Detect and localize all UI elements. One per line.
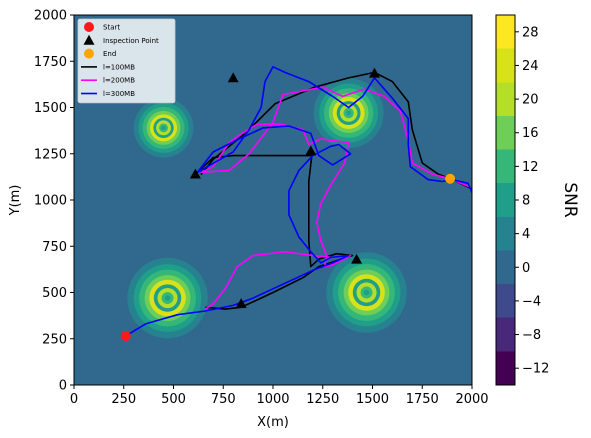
colorbar-title: SNR [560,182,580,218]
x-tick-label: 1250 [306,392,339,407]
colorbar-tick-label: 20 [522,93,539,108]
colorbar-tick-label: 12 [522,160,539,175]
colorbar-ticks: −12 −8 −4 0 4 8 12 16 20 24 28 [515,25,549,377]
x-tick-label: 2000 [455,392,488,407]
legend-symbol [84,48,94,59]
colorbar-tick-label: 28 [522,25,539,40]
y-tick-label: 1250 [34,147,67,162]
end-marker [445,173,456,184]
y-tick-label: 750 [42,240,67,255]
inspection-point-marker [189,168,201,179]
legend: Start Inspection Point End l=100MB l=200MB l=… [77,18,176,104]
legend-label: Start [103,24,120,32]
y-axis: 0 250 500 750 1000 1250 1500 1750 2000 [34,9,74,394]
y-tick-label: 1000 [34,194,67,209]
x-tick-label: 1750 [406,392,439,407]
contour-ring [363,289,370,296]
colorbar-bar [495,14,516,386]
colorbar-tick-label: 24 [522,59,539,74]
inspection-point-marker [368,67,380,78]
legend-box [77,18,176,104]
x-tick-label: 1000 [256,392,289,407]
y-tick-label: 2000 [34,9,67,24]
x-axis-title: X(m) [257,415,289,430]
series-line-l-300mb [125,66,472,337]
inspection-point-marker [227,72,239,83]
inspection-point-marker [305,145,317,156]
y-axis-title: Y(m) [8,185,23,217]
y-tick-label: 500 [42,286,67,301]
legend-symbol [83,34,95,45]
snr-contours [121,73,413,344]
plot-area [74,15,472,385]
trajectory-markers [120,67,456,341]
colorbar: −12 −8 −4 0 4 8 12 16 20 24 28 SNR [495,14,580,386]
legend-label: Inspection Point [103,37,159,45]
colorbar-tick-label: 16 [522,126,539,141]
y-tick-label: 1500 [34,101,67,116]
contour-ring [346,110,352,116]
colorbar-tick-label: −4 [522,294,541,309]
trajectory-lines [125,66,472,337]
colorbar-tick-label: 8 [522,194,530,209]
x-tick-label: 250 [111,392,136,407]
colorbar-tick-label: 4 [522,227,530,242]
series-line-l-100mb [200,71,472,310]
x-tick-label: 1500 [356,392,389,407]
colorbar-tick-label: −12 [522,362,549,377]
inspection-point-marker [351,253,363,264]
x-tick-label: 750 [211,392,236,407]
colorbar-tick-label: −8 [522,328,541,343]
y-tick-label: 0 [59,379,67,394]
x-tick-label: 0 [70,392,78,407]
legend-label: l=300MB [103,90,135,98]
legend-label: l=100MB [103,63,135,71]
x-axis: 0 250 500 750 1000 1250 1500 1750 2000 [70,385,489,407]
colorbar-tick-label: 0 [522,261,530,276]
contour-ring [164,295,171,301]
start-marker [120,330,131,341]
contour-ring [161,125,166,130]
legend-label: l=200MB [103,77,135,85]
legend-label: End [103,50,116,58]
y-tick-label: 250 [42,332,67,347]
x-tick-label: 500 [161,392,186,407]
legend-symbol [84,22,94,32]
inspection-point-marker [235,298,247,308]
y-tick-label: 1750 [34,55,67,70]
